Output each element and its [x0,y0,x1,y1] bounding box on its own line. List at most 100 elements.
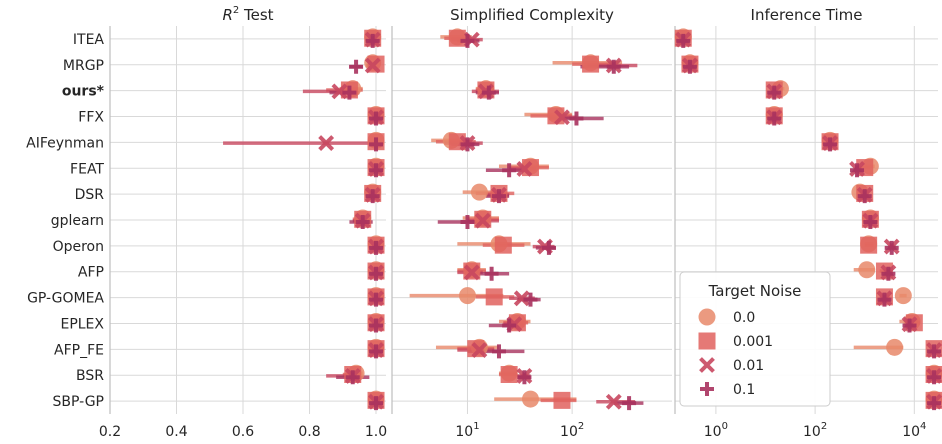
data-point [318,135,335,152]
method-label: ITEA [73,32,105,48]
data-point [582,55,600,73]
data-point [364,57,381,74]
data-point [521,390,539,408]
legend-marker [699,357,715,373]
data-point [513,290,530,307]
data-point [448,29,466,47]
data-point [369,240,384,255]
data-point [886,338,904,356]
data-point [470,183,488,201]
data-point [502,163,517,178]
data-point [331,83,348,100]
data-point [458,287,476,305]
data-point [676,33,691,48]
panel-title: Inference Time [751,6,863,24]
data-point [369,137,384,152]
data-point [863,215,878,229]
data-point [460,33,475,48]
data-point [517,370,532,385]
method-label: BSR [76,368,104,384]
x-tick-label: 102 [560,421,584,440]
panel-title: R2 Test [222,5,273,24]
x-tick-label: 102 [803,421,827,440]
method-label: MRGP [63,58,104,74]
data-point [902,318,917,333]
data-point [369,266,384,281]
data-point [569,111,584,126]
data-point [927,396,942,411]
panel-1: 0.2 0.4 0.6 0.8 1.0 R2 Test [99,5,387,440]
data-point [605,393,622,410]
x-tick-label: 0.4 [165,424,187,440]
data-point [500,366,518,383]
data-point [682,59,697,74]
method-label: gplearn [51,213,104,229]
data-point [369,344,384,359]
method-label: AIFeynman [26,135,104,151]
data-point [474,212,491,229]
x-tick-label: 104 [902,421,926,440]
x-tick-label: 0.2 [99,424,121,440]
legend-label: 0.0 [733,310,755,326]
data-point [927,370,942,385]
data-point [471,342,488,358]
legend-frame [679,271,831,407]
data-point [881,266,896,281]
data-point [369,318,384,333]
data-point [485,288,503,306]
x-tick-label: 101 [455,421,479,440]
method-label: FFX [78,110,104,126]
data-point [860,236,878,254]
data-point [877,292,892,307]
method-label: GP-GOMEA [27,291,104,307]
data-point [369,396,384,411]
data-point [369,111,384,126]
data-point [767,111,782,126]
method-label: DSR [75,187,105,203]
data-point [491,344,506,359]
method-label: AFP_FE [54,342,104,358]
method-label: SBP-GP [53,394,104,410]
x-tick-label: 0.6 [232,424,254,440]
data-point [494,236,512,254]
method-label: ours* [62,84,105,100]
x-tick-label: 0.8 [298,424,320,440]
data-point [858,261,876,279]
data-point [541,240,556,255]
data-point [460,215,475,229]
data-point [365,33,380,48]
data-point [622,396,637,411]
data-point [369,163,384,178]
data-point [894,287,912,305]
data-point [463,264,480,281]
data-point [884,240,899,255]
legend: Target Noise 0.0 0.001 0.01 0.1 [679,271,831,407]
x-tick-label: 1.0 [365,424,387,440]
data-point [857,189,872,204]
data-point [345,370,360,385]
data-point [460,137,475,152]
data-point [554,109,570,126]
legend-marker [698,308,716,326]
panel-2: 101 102 Simplified Complexity [391,6,672,440]
data-point [349,59,364,74]
data-point [516,161,533,177]
legend-label: 0.01 [733,358,764,374]
legend-marker [700,382,714,396]
legend-title: Target Noise [708,282,802,300]
data-point [481,85,496,100]
method-label: AFP [78,265,104,281]
method-label: Operon [53,239,104,255]
legend-label: 0.001 [733,334,773,350]
data-point [850,163,865,178]
data-point [523,292,538,307]
legend-marker [698,332,716,350]
x-tick-label: 100 [704,421,728,440]
data-point [502,318,517,333]
data-point [369,292,384,307]
data-point [823,137,838,152]
data-point [484,266,499,281]
data-point [355,215,370,229]
data-point [342,85,357,100]
